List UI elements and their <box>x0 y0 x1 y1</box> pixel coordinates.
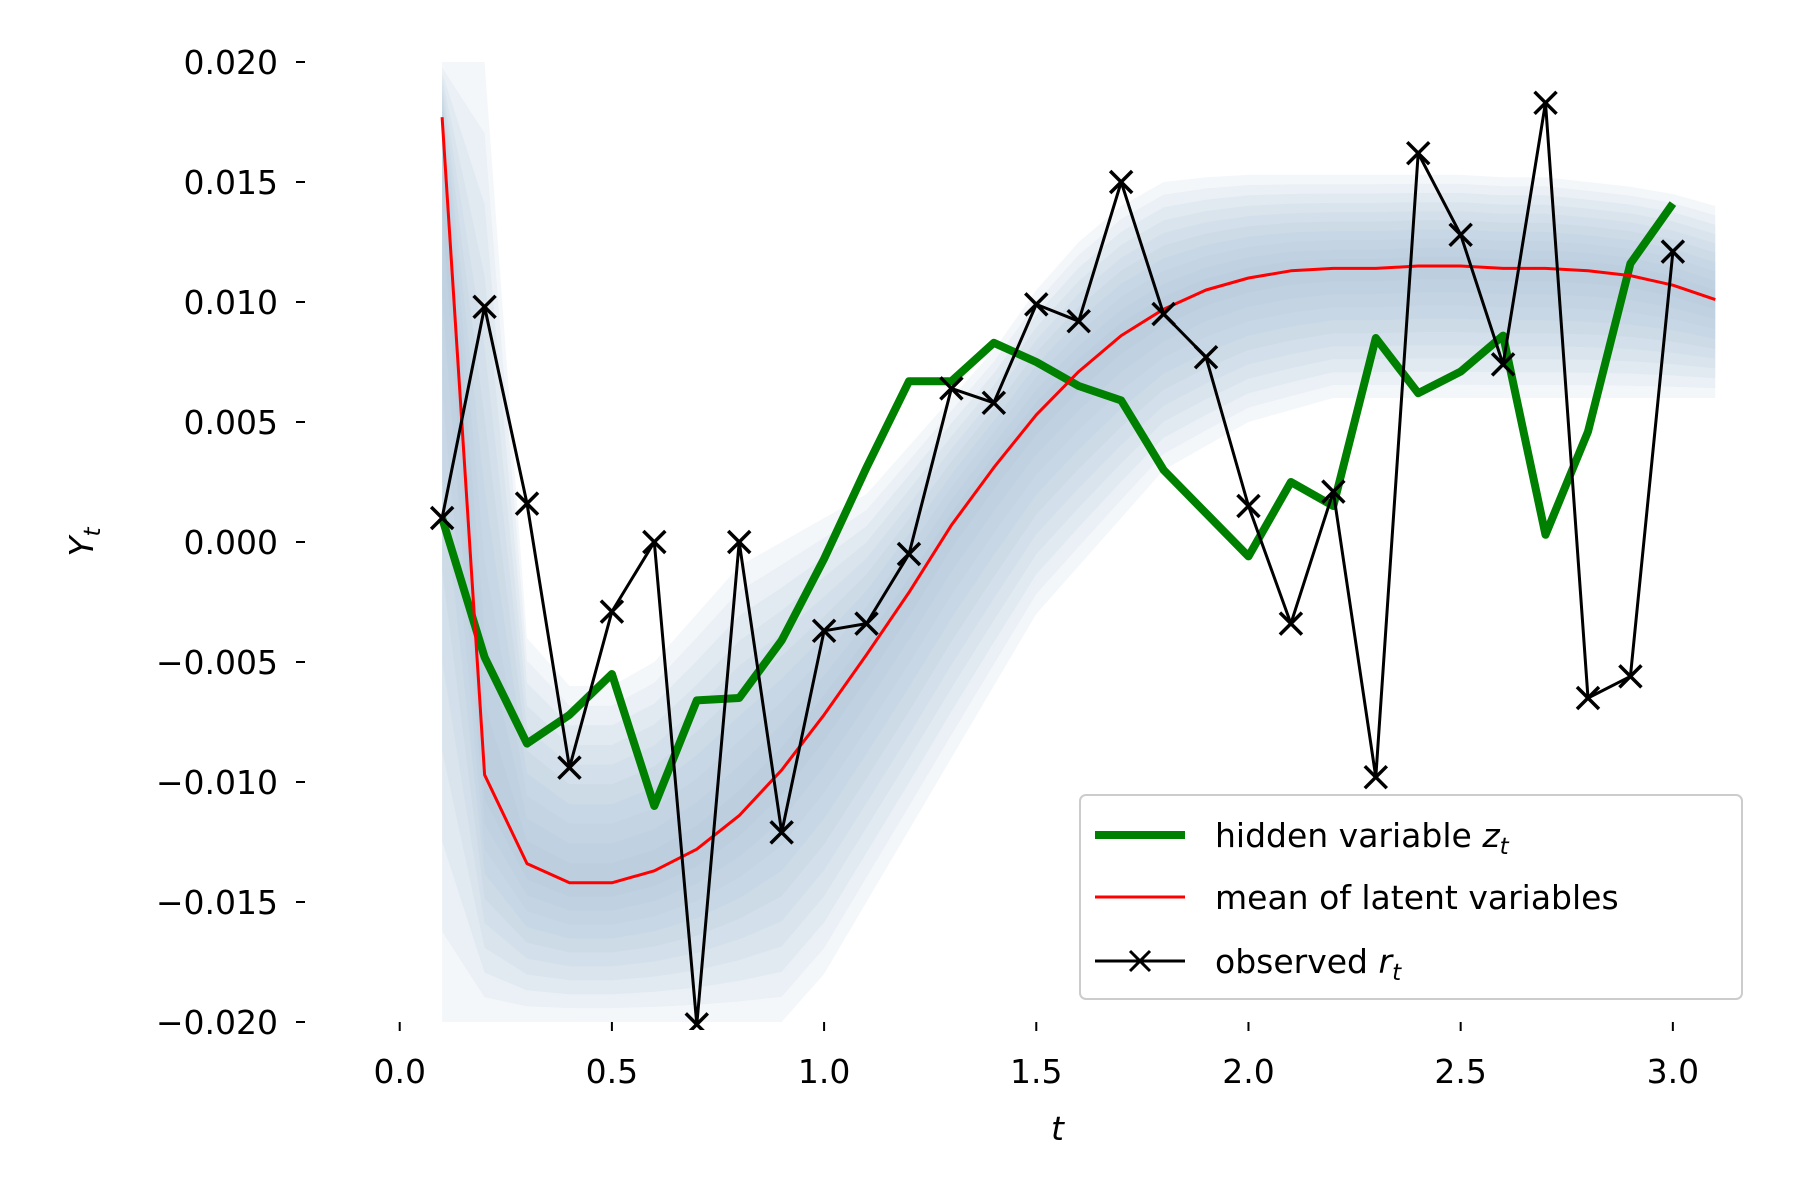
observed-marker <box>854 611 879 636</box>
observed-marker <box>1490 352 1516 377</box>
y-tick-label: 0.015 <box>184 163 278 202</box>
y-tick-label: −0.020 <box>156 1003 278 1042</box>
observed-marker <box>1024 292 1049 317</box>
mean-latent-line <box>440 117 1716 885</box>
observed-marker <box>1618 664 1643 689</box>
uncertainty-band <box>442 62 1716 1022</box>
band-layer-0 <box>442 62 1716 1022</box>
legend-label-observed: observed rt <box>1215 942 1402 986</box>
band-layer-2 <box>442 73 1716 995</box>
x-tick-label: 2.0 <box>1222 1052 1274 1091</box>
observed-marker <box>811 618 837 644</box>
observed-marker <box>1533 90 1558 116</box>
observed-marker <box>1108 169 1134 195</box>
observed-marker <box>896 541 922 567</box>
series-group <box>429 90 1716 1030</box>
hidden-variable-line <box>438 201 1677 810</box>
observed-marker <box>1236 493 1261 519</box>
observed-marker <box>1448 222 1473 248</box>
observed-marker <box>1278 611 1304 636</box>
legend-frame <box>1079 794 1743 1000</box>
observed-marker <box>429 505 455 531</box>
y-tick-label: −0.010 <box>156 763 278 802</box>
observed-marker <box>599 599 625 624</box>
observed-marker <box>1151 301 1176 327</box>
observed-marker <box>1193 344 1219 370</box>
y-axis-label: Yt <box>62 526 106 556</box>
band-layer-7 <box>442 100 1716 925</box>
band-layer-4 <box>442 84 1716 967</box>
x-tick-label: 1.0 <box>798 1052 850 1091</box>
legend-marker-observed <box>1128 949 1152 973</box>
x-tick-label: 2.5 <box>1434 1052 1486 1091</box>
y-tick-label: −0.005 <box>156 643 278 682</box>
band-layer-6 <box>442 95 1716 939</box>
observed-marker <box>642 529 667 555</box>
x-tick-label: 0.5 <box>586 1052 638 1091</box>
legend-label-hidden: hidden variable zt <box>1215 816 1510 860</box>
observed-marker <box>514 491 540 516</box>
y-tick-label: −0.015 <box>156 883 278 922</box>
band-layer-1 <box>442 67 1716 1009</box>
x-tick-label: 0.0 <box>373 1052 425 1091</box>
observed-marker <box>726 529 752 555</box>
observed-marker <box>1405 140 1431 166</box>
legend-label-mean: mean of latent variables <box>1215 878 1619 917</box>
observed-marker <box>981 390 1007 416</box>
legend: hidden variable zt mean of latent variab… <box>1079 794 1743 1000</box>
observed-marker <box>1660 239 1686 264</box>
x-tick-label: 3.0 <box>1647 1052 1699 1091</box>
axes: 0.020 0.015 0.010 0.005 0.000 −0.005 −0.010 −0.… <box>156 43 1699 1091</box>
y-tick-label: 0.005 <box>184 403 278 442</box>
observed-marker <box>939 376 964 401</box>
observed-marker <box>472 294 497 320</box>
observed-marker <box>769 820 794 845</box>
observed-marker <box>1575 685 1601 711</box>
band-layer-3 <box>442 78 1716 981</box>
y-tick-label: 0.020 <box>184 43 278 82</box>
observed-line <box>440 101 1675 1026</box>
band-layer-5 <box>442 89 1716 953</box>
observed-marker <box>1363 764 1389 790</box>
y-tick-label: 0.010 <box>184 283 278 322</box>
observed-marker <box>1321 479 1346 504</box>
observed-marker <box>557 755 582 780</box>
observed-marker <box>684 1012 710 1030</box>
observed-marker <box>1066 308 1091 334</box>
x-axis-label: t <box>1051 1109 1065 1148</box>
y-tick-label: 0.000 <box>184 523 278 562</box>
x-tick-label: 1.5 <box>1010 1052 1062 1091</box>
